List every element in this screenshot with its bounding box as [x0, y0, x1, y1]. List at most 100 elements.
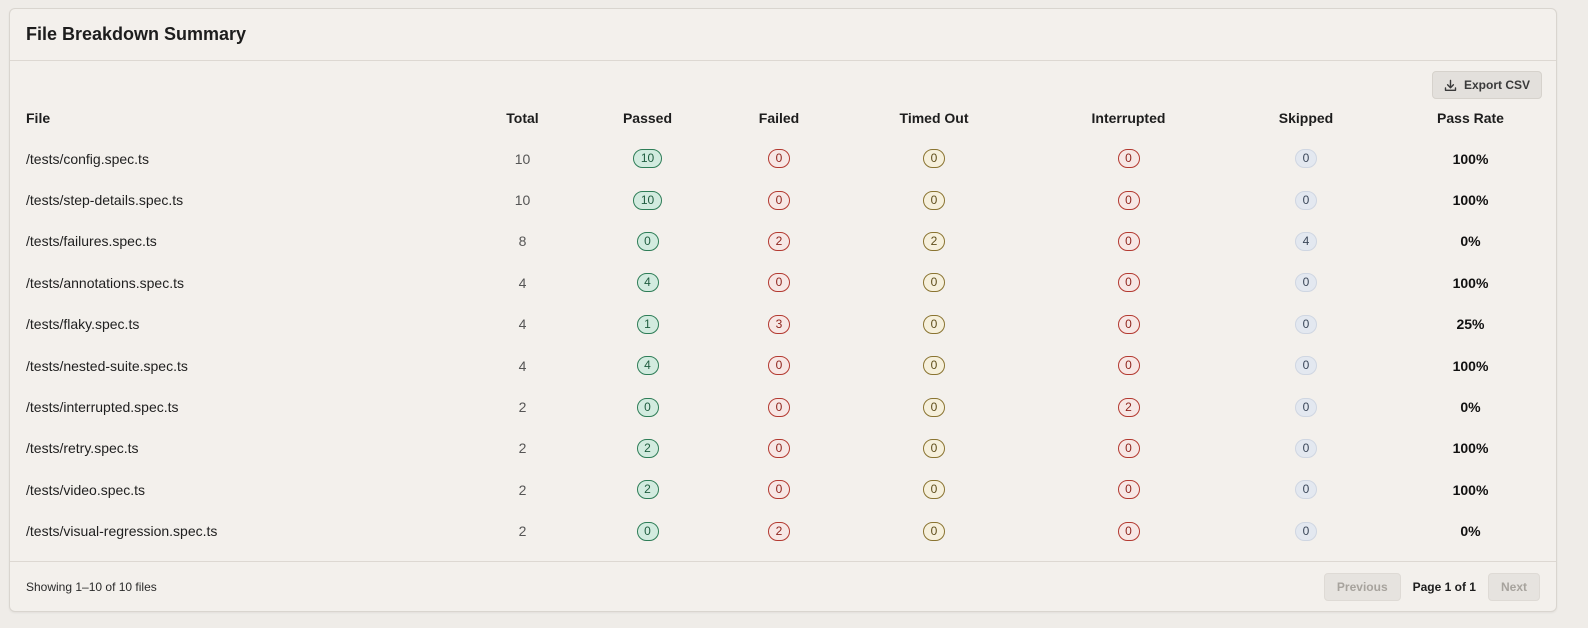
column-header-skipped[interactable]: Skipped — [1278, 110, 1334, 126]
skipped-count-badge: 0 — [1295, 397, 1317, 417]
failed-cell: 0 — [720, 428, 838, 469]
column-header-timed-out[interactable]: Timed Out — [899, 110, 969, 126]
pass-rate-cell: 0% — [1460, 233, 1481, 250]
file-path-cell: /tests/annotations.spec.ts — [26, 274, 184, 291]
skipped-count-badge: 0 — [1295, 356, 1317, 376]
skipped-count-badge: 0 — [1295, 149, 1317, 169]
failed-count-badge: 0 — [768, 397, 790, 417]
passed-cell: 10 — [575, 179, 720, 220]
timed-out-count-badge: 0 — [923, 521, 945, 541]
timed-out-count-badge: 0 — [923, 438, 945, 458]
failed-count-badge: 0 — [768, 356, 790, 376]
pass-rate-cell: 0% — [1460, 523, 1481, 540]
passed-cell: 0 — [575, 386, 720, 427]
passed-cell: 2 — [575, 469, 720, 510]
file-path-cell: /tests/step-details.spec.ts — [26, 192, 184, 209]
export-csv-label: Export CSV — [1463, 78, 1530, 92]
failed-cell: 2 — [720, 511, 838, 552]
skipped-count-badge: 0 — [1295, 438, 1317, 458]
timed-out-cell: 0 — [838, 304, 1030, 345]
export-csv-button[interactable]: Export CSV — [1431, 71, 1542, 99]
pass-rate-cell: 100% — [1452, 357, 1489, 374]
column-header-total[interactable]: Total — [506, 110, 539, 126]
card-footer: Showing 1–10 of 10 files Previous Page 1… — [10, 561, 1556, 611]
table-row[interactable]: /tests/interrupted.spec.ts 2 0 0 0 2 0 0% — [10, 386, 1556, 427]
interrupted-count-badge: 0 — [1117, 314, 1140, 334]
previous-page-button[interactable]: Previous — [1323, 572, 1401, 601]
file-path-cell: /tests/flaky.spec.ts — [26, 316, 140, 333]
table-row[interactable]: /tests/visual-regression.spec.ts 2 0 2 0 0 0 0% — [10, 511, 1556, 552]
interrupted-count-badge: 0 — [1117, 190, 1140, 210]
failed-cell: 0 — [720, 345, 838, 386]
next-page-button[interactable]: Next — [1487, 572, 1540, 601]
table-row[interactable]: /tests/step-details.spec.ts 10 10 0 0 0 0 100% — [10, 179, 1556, 220]
timed-out-cell: 0 — [838, 469, 1030, 510]
file-path-cell: /tests/video.spec.ts — [26, 481, 146, 498]
interrupted-count-badge: 0 — [1117, 149, 1140, 169]
failed-cell: 0 — [720, 469, 838, 510]
skipped-cell: 0 — [1227, 345, 1385, 386]
skipped-cell: 4 — [1227, 221, 1385, 262]
interrupted-cell: 0 — [1030, 138, 1227, 179]
passed-cell: 0 — [575, 511, 720, 552]
timed-out-cell: 0 — [838, 179, 1030, 220]
table-row[interactable]: /tests/failures.spec.ts 8 0 2 2 0 4 0% — [10, 221, 1556, 262]
timed-out-cell: 0 — [838, 262, 1030, 303]
file-path-cell: /tests/nested-suite.spec.ts — [26, 357, 188, 374]
file-path-cell: /tests/failures.spec.ts — [26, 233, 157, 250]
passed-cell: 4 — [575, 262, 720, 303]
column-header-failed[interactable]: Failed — [758, 110, 800, 126]
passed-count-badge: 4 — [636, 356, 659, 376]
interrupted-count-badge: 0 — [1117, 356, 1140, 376]
total-cell: 2 — [518, 440, 527, 457]
interrupted-count-badge: 0 — [1117, 273, 1140, 293]
passed-cell: 10 — [575, 138, 720, 179]
timed-out-count-badge: 0 — [923, 190, 945, 210]
interrupted-count-badge: 0 — [1117, 231, 1140, 251]
table-row[interactable]: /tests/video.spec.ts 2 2 0 0 0 0 100% — [10, 469, 1556, 510]
interrupted-count-badge: 0 — [1117, 438, 1140, 458]
failed-cell: 0 — [720, 262, 838, 303]
total-cell: 10 — [514, 150, 531, 167]
interrupted-cell: 0 — [1030, 179, 1227, 220]
failed-cell: 2 — [720, 221, 838, 262]
failed-cell: 0 — [720, 179, 838, 220]
passed-cell: 0 — [575, 221, 720, 262]
interrupted-count-badge: 2 — [1117, 397, 1140, 417]
column-header-pass-rate[interactable]: Pass Rate — [1437, 110, 1504, 126]
skipped-count-badge: 0 — [1295, 273, 1317, 293]
passed-cell: 1 — [575, 304, 720, 345]
total-cell: 4 — [518, 316, 527, 333]
failed-cell: 3 — [720, 304, 838, 345]
failed-cell: 0 — [720, 386, 838, 427]
file-path-cell: /tests/visual-regression.spec.ts — [26, 523, 218, 540]
passed-count-badge: 2 — [636, 480, 659, 500]
interrupted-cell: 0 — [1030, 221, 1227, 262]
skipped-count-badge: 0 — [1295, 521, 1317, 541]
column-header-interrupted[interactable]: Interrupted — [1091, 110, 1166, 126]
table-row[interactable]: /tests/flaky.spec.ts 4 1 3 0 0 0 25% — [10, 304, 1556, 345]
interrupted-cell: 0 — [1030, 469, 1227, 510]
passed-count-badge: 2 — [636, 438, 659, 458]
file-path-cell: /tests/retry.spec.ts — [26, 440, 139, 457]
timed-out-count-badge: 0 — [923, 480, 945, 500]
skipped-cell: 0 — [1227, 138, 1385, 179]
column-header-passed[interactable]: Passed — [622, 110, 673, 126]
passed-cell: 4 — [575, 345, 720, 386]
interrupted-cell: 0 — [1030, 511, 1227, 552]
table-row[interactable]: /tests/annotations.spec.ts 4 4 0 0 0 0 100% — [10, 262, 1556, 303]
table-row[interactable]: /tests/nested-suite.spec.ts 4 4 0 0 0 0 100% — [10, 345, 1556, 386]
failed-count-badge: 0 — [768, 438, 790, 458]
table-row[interactable]: /tests/retry.spec.ts 2 2 0 0 0 0 100% — [10, 428, 1556, 469]
table-row[interactable]: /tests/config.spec.ts 10 10 0 0 0 0 100% — [10, 138, 1556, 179]
timed-out-cell: 0 — [838, 138, 1030, 179]
interrupted-cell: 0 — [1030, 428, 1227, 469]
pass-rate-cell: 100% — [1452, 274, 1489, 291]
column-header-file[interactable]: File — [26, 110, 51, 126]
passed-count-badge: 10 — [632, 149, 663, 169]
pass-rate-cell: 25% — [1456, 316, 1485, 333]
skipped-count-badge: 0 — [1295, 314, 1317, 334]
interrupted-count-badge: 0 — [1117, 480, 1140, 500]
interrupted-cell: 0 — [1030, 345, 1227, 386]
skipped-count-badge: 0 — [1295, 190, 1317, 210]
